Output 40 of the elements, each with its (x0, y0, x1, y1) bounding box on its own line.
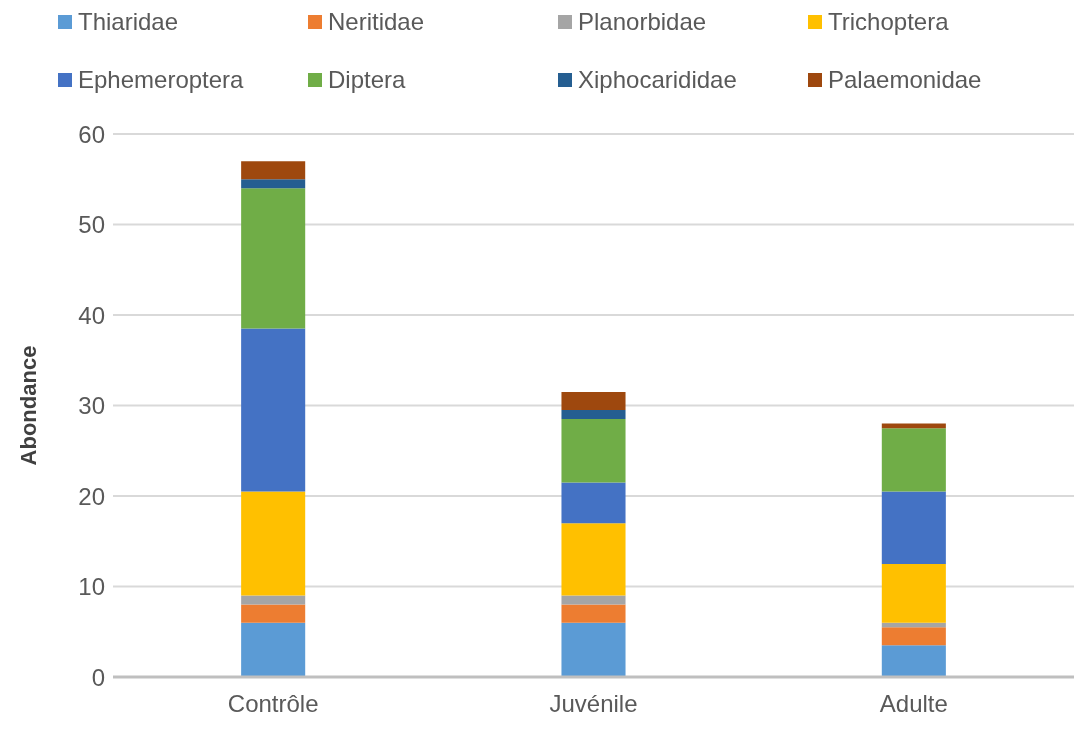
legend-label: Planorbidae (577, 8, 708, 36)
bar (561, 523, 626, 596)
y-tick-label: 10 (78, 573, 105, 601)
bar (241, 188, 306, 329)
bar (561, 482, 626, 524)
bar (241, 622, 306, 677)
y-tick-label: 60 (78, 120, 105, 148)
y-tick-label: 30 (78, 392, 105, 420)
x-tick-label: Contrôle (227, 690, 319, 718)
y-tick-label: 0 (91, 663, 105, 691)
bar (241, 179, 306, 189)
x-tick-label: Adulte (879, 690, 948, 718)
bar (241, 161, 306, 180)
bar (561, 604, 626, 623)
bar (881, 645, 946, 677)
y-axis-title: Abondance (15, 345, 41, 466)
bar (561, 410, 626, 420)
bar (881, 627, 946, 646)
bar (561, 622, 626, 677)
legend-label: Xiphocarididae (577, 66, 738, 94)
bar (241, 328, 306, 492)
legend-label: Ephemeroptera (77, 66, 245, 94)
bar (561, 419, 626, 483)
legend-label: Thiaridae (77, 8, 180, 36)
y-tick-label: 20 (78, 482, 105, 510)
bar (241, 604, 306, 623)
legend-label: Neritidae (327, 8, 426, 36)
y-tick-label: 50 (78, 211, 105, 239)
legend-label: Palaemonidae (827, 66, 983, 94)
legend-label: Diptera (327, 66, 407, 94)
x-tick-label: Juvénile (549, 690, 638, 718)
bar (241, 491, 306, 596)
bar (881, 563, 946, 623)
bar (881, 491, 946, 564)
bar (241, 595, 306, 605)
y-tick-label: 40 (78, 301, 105, 329)
legend-label: Trichoptera (827, 8, 950, 36)
bar (561, 595, 626, 605)
bar (561, 391, 626, 411)
bar (881, 428, 946, 492)
